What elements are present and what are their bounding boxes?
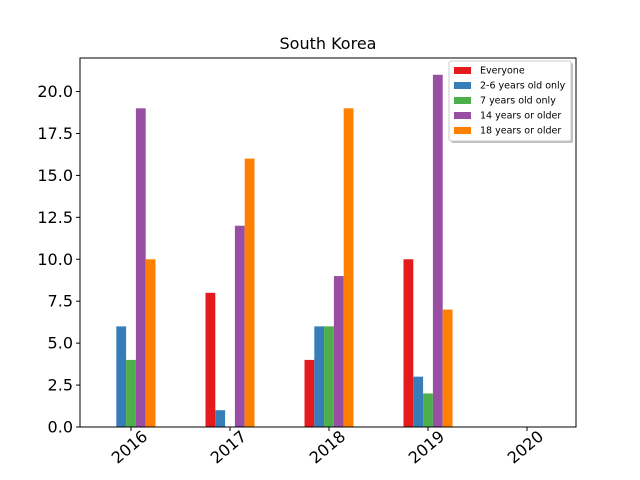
y-tick-label: 2.5 [48,376,73,395]
bar-18-years-or-older-2017 [244,158,255,428]
bar-14-years-or-older-2016 [135,108,146,428]
bar-7-years-old-only-2016 [126,359,136,427]
chart-title: South Korea [280,34,377,53]
bar-14-years-or-older-2018 [333,276,344,427]
bars-group [116,74,453,428]
bar-everyone-2019 [403,259,414,427]
bar-14-years-or-older-2017 [234,225,245,427]
legend-swatch [454,82,471,89]
bar-7-years-old-only-2018 [324,326,334,427]
legend-label: 18 years or older [480,126,561,137]
x-tick-label: 2019 [405,427,448,468]
legend-swatch [454,127,471,134]
y-tick-label: 15.0 [37,166,73,185]
bar-2-6-years-old-only-2018 [314,326,325,427]
y-tick-label: 17.5 [37,124,73,143]
y-tick-label: 12.5 [37,208,73,227]
legend-label: 7 years old only [480,96,556,107]
y-tick-label: 10.0 [37,250,73,269]
y-tick-label: 0.0 [48,418,73,437]
y-axis: 0.0 2.5 5.0 7.5 10.0 12.5 15.0 17.5 20.0 [37,82,80,437]
legend-label: 14 years or older [480,111,561,122]
x-axis: 2016 2017 2018 2019 2020 [108,427,547,468]
y-tick-label: 20.0 [37,82,73,101]
y-tick-label: 7.5 [48,292,73,311]
legend-swatch [454,67,471,74]
bar-14-years-or-older-2019 [432,74,443,427]
legend-swatch [454,112,471,119]
bar-18-years-or-older-2018 [343,108,354,428]
bar-7-years-old-only-2019 [423,393,433,427]
y-tick-label: 5.0 [48,334,73,353]
legend-label: 2-6 years old only [480,81,566,92]
x-tick-label: 2018 [306,427,349,468]
x-tick-label: 2020 [504,427,547,468]
bar-2-6-years-old-only-2019 [413,376,424,427]
legend-label: Everyone [480,66,525,77]
bar-2-6-years-old-only-2016 [116,326,127,427]
x-tick-label: 2016 [108,427,151,468]
x-tick-label: 2017 [207,427,250,468]
bar-18-years-or-older-2016 [145,259,156,427]
bar-everyone-2018 [304,359,315,427]
legend: Everyone 2-6 years old only 7 years old on… [448,60,573,143]
axes-frame [79,57,577,428]
legend-box [448,60,572,142]
bar-18-years-or-older-2019 [442,309,453,427]
bar-2-6-years-old-only-2017 [215,410,226,427]
legend-swatch [454,97,471,104]
bar-everyone-2017 [205,292,216,427]
